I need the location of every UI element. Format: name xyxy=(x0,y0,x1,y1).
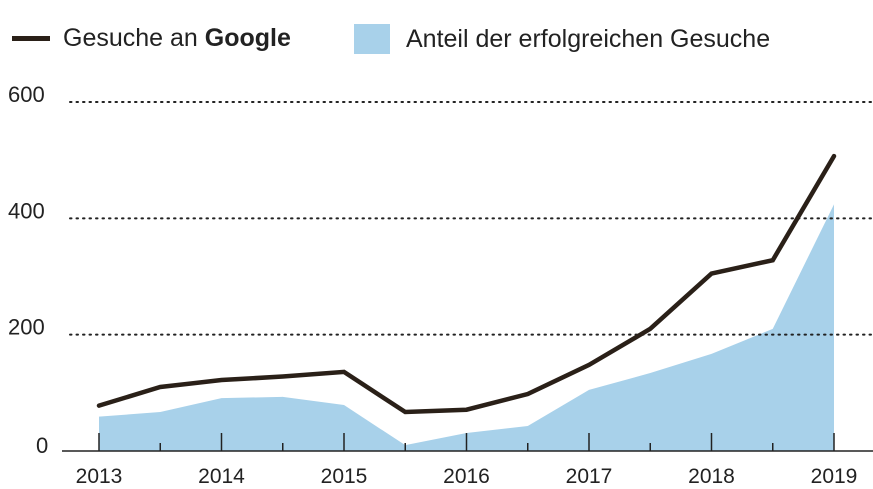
x-tick-label: 2019 xyxy=(811,465,858,488)
legend-item-line: Gesuche an Google xyxy=(12,24,291,53)
x-tick-label: 2016 xyxy=(443,465,490,488)
x-tick-label: 2017 xyxy=(566,465,613,488)
y-tick-label: 0 xyxy=(36,433,48,458)
legend-label-line: Gesuche an Google xyxy=(63,24,291,53)
y-tick-label: 400 xyxy=(8,198,45,223)
x-tick-label: 2015 xyxy=(321,465,368,488)
legend-label-prefix: Gesuche an xyxy=(63,24,205,52)
legend-item-area: Anteil der erfolgreichen Gesuche xyxy=(354,24,770,54)
legend-label-bold: Google xyxy=(204,24,291,52)
x-tick-label: 2014 xyxy=(198,465,245,488)
y-tick-label: 200 xyxy=(8,315,45,340)
legend-line-swatch xyxy=(12,36,50,41)
x-tick-label: 2013 xyxy=(76,465,123,488)
area-series xyxy=(99,204,834,451)
y-tick-label: 600 xyxy=(8,82,45,107)
x-tick-label: 2018 xyxy=(688,465,735,488)
legend-label-area: Anteil der erfolgreichen Gesuche xyxy=(406,24,771,53)
legend-area-swatch xyxy=(354,24,390,54)
